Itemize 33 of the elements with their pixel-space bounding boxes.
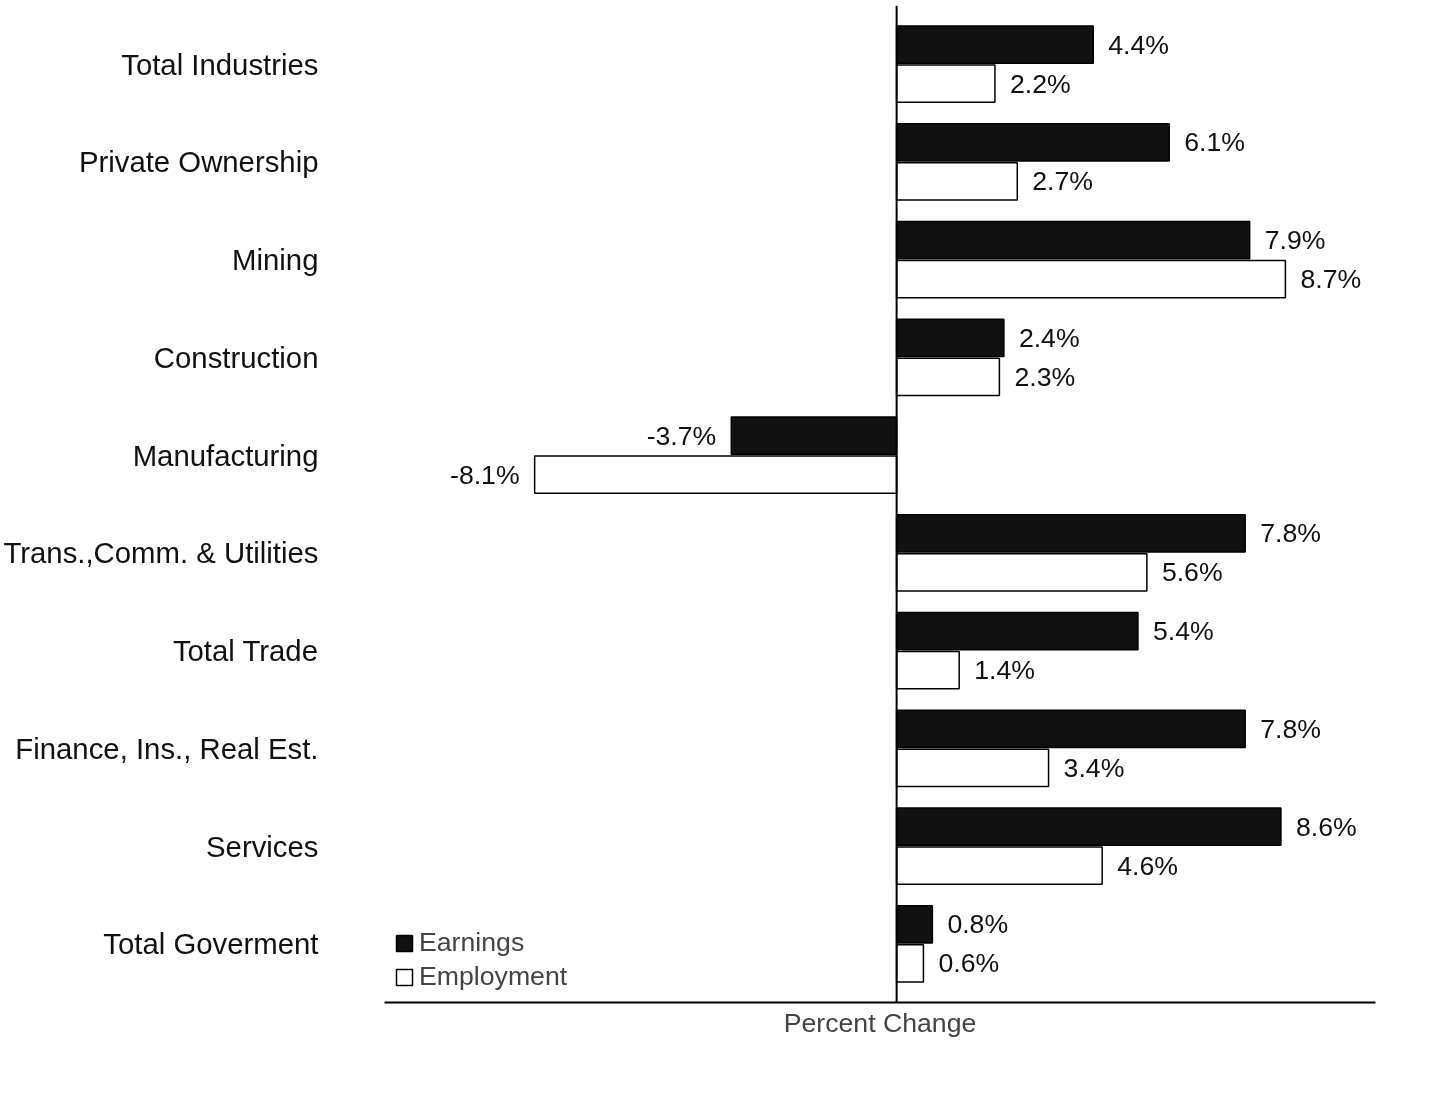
data-label: 6.1% (1184, 127, 1245, 158)
y-tick-label: Manufacturing (132, 438, 319, 472)
data-label: 0.8% (947, 909, 1009, 940)
x-axis-title: Percent Change (783, 1007, 977, 1038)
data-label: 2.4% (1018, 322, 1080, 353)
legend-label: Earnings (419, 927, 525, 958)
data-label: -8.1% (450, 459, 520, 490)
y-tick-label: Total Trade (172, 634, 318, 668)
data-label: 2.2% (1009, 68, 1071, 99)
data-label: 5.6% (1161, 557, 1223, 588)
data-label: 1.4% (974, 655, 1035, 686)
y-tick-label: Construction (153, 340, 319, 374)
y-tick-label: Private Ownership (78, 145, 319, 179)
data-label: 7.9% (1264, 225, 1326, 256)
y-tick-label: Mining (232, 243, 319, 277)
y-tick-label: Finance, Ins., Real Est. (15, 731, 319, 765)
data-label: 7.8% (1260, 713, 1321, 744)
data-label: 2.3% (1014, 361, 1076, 392)
data-label: 2.7% (1032, 166, 1094, 197)
y-tick-label: Services (206, 829, 319, 863)
legend-label: Employment (419, 961, 568, 992)
data-label: 4.6% (1117, 850, 1178, 881)
data-label: 3.4% (1063, 752, 1125, 783)
y-tick-label: Total Goverment (103, 927, 319, 961)
data-label: 0.6% (938, 948, 1000, 979)
y-tick-label: Total Industries (121, 47, 319, 81)
data-label: -3.7% (646, 420, 717, 451)
data-label: 5.4% (1152, 616, 1214, 647)
data-label: 8.7% (1300, 264, 1362, 295)
y-tick-label: Trans.,Comm. & Utilities (3, 536, 319, 570)
data-label: 4.4% (1108, 29, 1170, 60)
data-label: 7.8% (1260, 518, 1321, 549)
data-label: 8.6% (1295, 811, 1357, 842)
